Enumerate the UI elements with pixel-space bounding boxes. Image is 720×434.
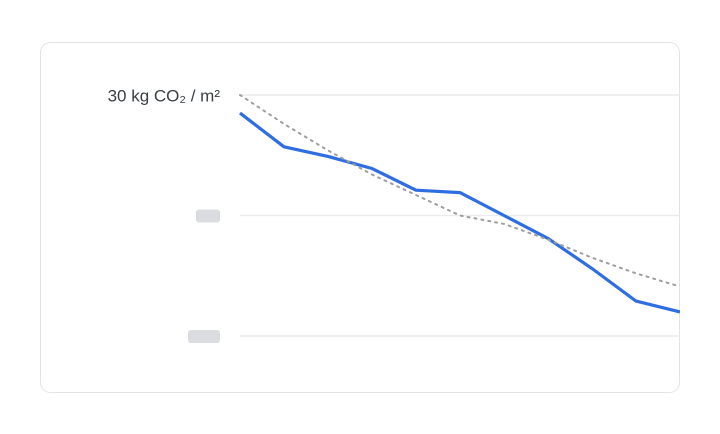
card	[40, 42, 680, 393]
redacted-tick-label	[196, 209, 220, 223]
plot-area	[239, 94, 680, 337]
trend-line	[239, 94, 680, 288]
series-line	[239, 111, 680, 314]
redacted-tick-label	[188, 330, 220, 343]
y-tick-label: 30 kg CO₂ / m²	[108, 86, 221, 105]
